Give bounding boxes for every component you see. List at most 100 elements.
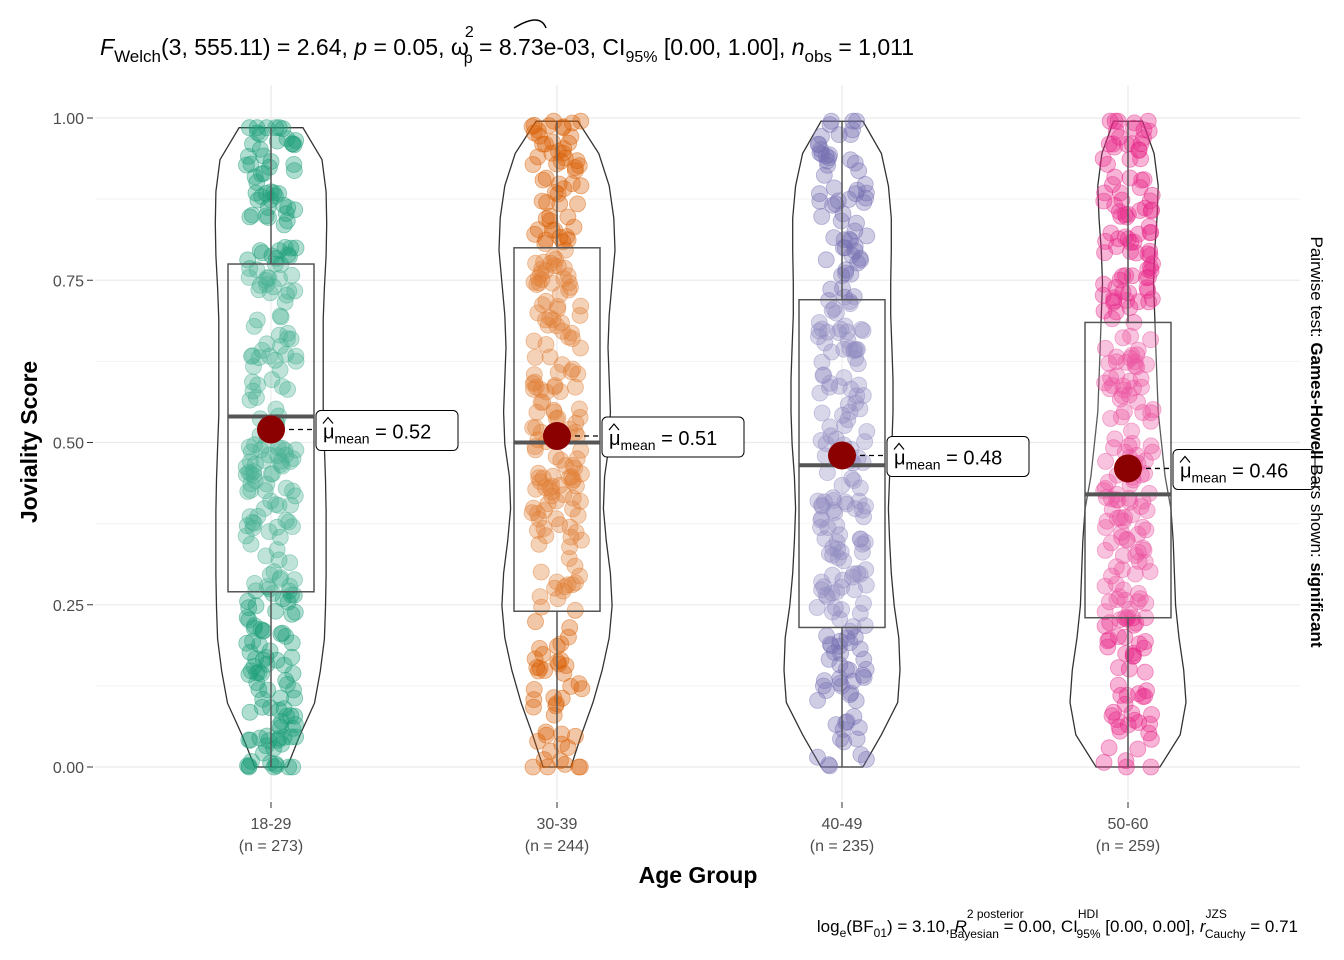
data-point (1117, 752, 1135, 770)
mu-hat (893, 442, 905, 450)
data-point (813, 497, 831, 515)
data-point (535, 520, 553, 537)
data-point (258, 727, 276, 745)
data-point (529, 733, 546, 750)
data-point (286, 201, 304, 219)
data-point (1120, 660, 1138, 678)
data-point (812, 432, 830, 449)
data-point (1105, 293, 1122, 311)
data-point (832, 212, 850, 230)
data-point (1113, 528, 1130, 546)
data-point (1110, 628, 1127, 645)
data-point (836, 493, 854, 511)
data-point (1126, 565, 1144, 583)
data-point (525, 681, 543, 698)
data-point (267, 119, 285, 137)
data-point (284, 135, 301, 153)
data-point (822, 112, 840, 130)
data-point (287, 347, 305, 365)
data-point (849, 565, 866, 582)
groups-layer: μmean = 0.52 μmean = 0.51 μmean = 0.48 μmea… (214, 112, 1316, 776)
data-point (825, 229, 843, 247)
data-point (856, 433, 873, 451)
data-point (1137, 633, 1154, 650)
data-point (1129, 225, 1147, 243)
data-point (554, 322, 571, 340)
mean-point (828, 441, 856, 470)
data-point (1098, 512, 1116, 530)
data-point (1109, 676, 1127, 694)
data-point (261, 284, 279, 302)
data-point (282, 728, 300, 746)
data-point (275, 656, 293, 674)
data-point (243, 206, 261, 224)
data-point (529, 304, 547, 322)
data-point (528, 276, 546, 294)
data-point (1112, 687, 1130, 704)
data-point (557, 457, 575, 474)
data-point (822, 427, 840, 445)
data-point (842, 151, 859, 169)
data-point (556, 756, 574, 773)
data-point (249, 191, 267, 209)
data-point (257, 547, 275, 565)
data-point (569, 195, 586, 213)
data-point (531, 588, 549, 605)
data-point (537, 336, 555, 353)
mean-label: μmean = 0.51 (601, 416, 745, 458)
data-point (820, 756, 838, 774)
data-point (830, 126, 848, 144)
data-point (523, 504, 541, 522)
data-point (820, 292, 837, 309)
data-point (557, 241, 574, 259)
data-point (810, 328, 827, 346)
mean-point (1114, 454, 1142, 483)
data-point (849, 355, 867, 373)
data-point (549, 364, 567, 381)
data-point (567, 727, 584, 745)
data-point (534, 171, 552, 189)
data-point (546, 378, 563, 396)
data-point (278, 707, 296, 725)
data-point (566, 159, 584, 177)
data-point (571, 567, 588, 585)
data-point (1142, 758, 1160, 776)
data-point (832, 644, 849, 662)
data-point (1124, 644, 1142, 662)
data-point (525, 273, 543, 291)
data-point (1116, 628, 1134, 646)
data-point (272, 689, 290, 707)
data-point (1141, 715, 1158, 733)
data-point (1107, 575, 1125, 593)
data-point (1136, 553, 1154, 571)
data-point (530, 464, 547, 482)
data-point (1123, 267, 1141, 285)
data-point (286, 571, 303, 588)
data-point (282, 496, 300, 514)
data-point (1096, 244, 1113, 262)
data-point (1141, 246, 1159, 264)
data-point (273, 378, 291, 395)
data-point (530, 662, 547, 680)
data-point (1106, 138, 1123, 156)
data-point (553, 356, 571, 374)
data-point (1111, 722, 1129, 740)
data-point (545, 403, 563, 421)
mean-label-box (1172, 448, 1316, 490)
data-point (553, 725, 571, 743)
data-point (816, 530, 834, 548)
mean-label-text: μmean = 0.46 (1180, 460, 1288, 485)
data-point (271, 570, 289, 588)
data-point (844, 121, 861, 139)
data-point (260, 523, 278, 540)
y-tick-label: 0.50 (53, 436, 84, 453)
data-point (854, 543, 871, 561)
data-point (1105, 703, 1122, 721)
data-point (542, 254, 560, 272)
data-point (1142, 331, 1159, 349)
data-point (1113, 408, 1130, 426)
data-point (1101, 614, 1119, 632)
data-point (843, 469, 861, 487)
data-point (1097, 452, 1114, 470)
data-point (1125, 119, 1142, 137)
